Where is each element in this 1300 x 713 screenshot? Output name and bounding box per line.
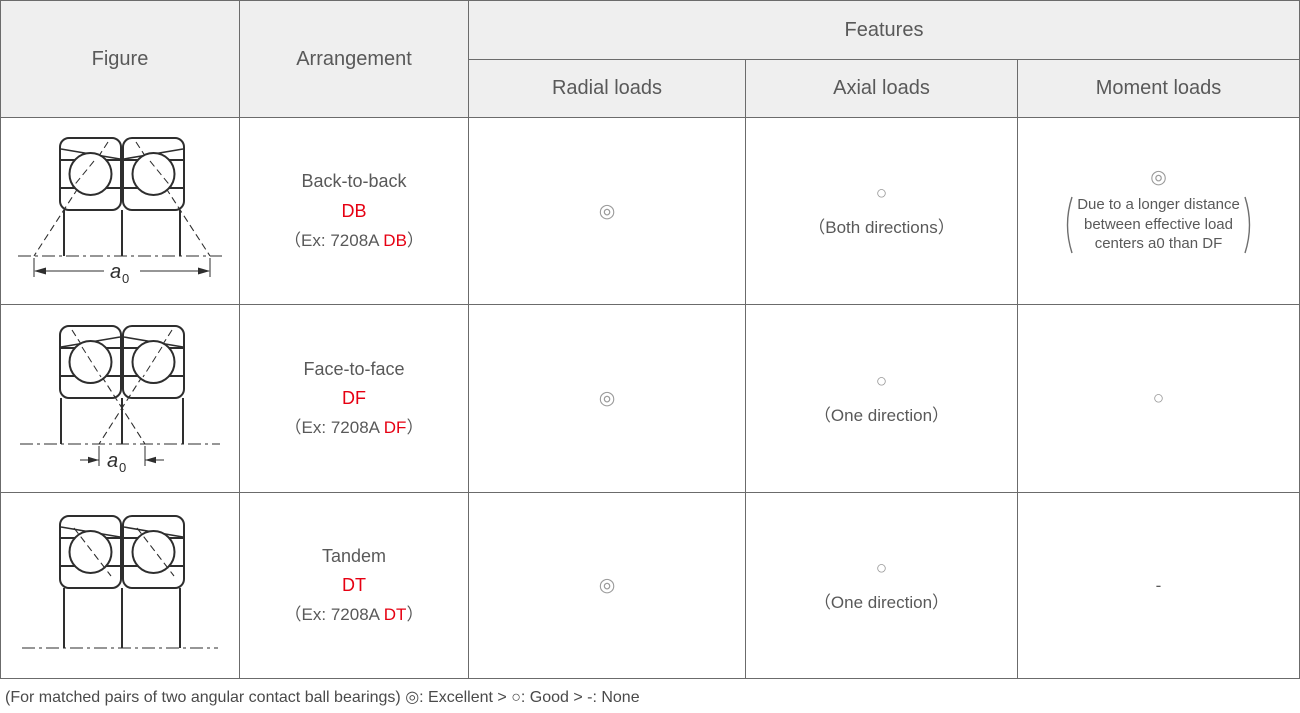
figure-cell-back-to-back: a 0	[1, 118, 239, 304]
column-header-radial-loads: Radial loads	[469, 60, 745, 117]
figure-cell-tandem	[1, 493, 239, 678]
column-header-features: Features	[469, 1, 1299, 59]
back-to-back-bearing-pair-diagram-icon: a 0	[18, 137, 222, 286]
axial-loads-cell-dt: ○ （One direction）	[746, 493, 1017, 678]
arrangement-cell-face-to-face: Face-to-face DF （Ex: 7208A DF）	[240, 305, 468, 492]
arrangement-example: （Ex: 7208A DT）	[285, 601, 424, 629]
arrangement-name: Back-to-back	[301, 171, 407, 192]
good-rating-icon: ○	[1152, 388, 1165, 409]
moment-note: Due to a longer distance between effecti…	[1061, 195, 1256, 255]
axial-direction-note: （Both directions）	[808, 218, 955, 237]
arrangement-example: （Ex: 7208A DB）	[284, 227, 424, 255]
example-suffix: ）	[406, 418, 424, 438]
column-header-arrangement: Arrangement	[240, 1, 468, 117]
column-header-axial-loads: Axial loads	[746, 60, 1017, 117]
a0-dimension-subscript: 0	[119, 460, 126, 475]
excellent-rating-icon: ◎	[598, 575, 616, 596]
a0-dimension-label: a	[110, 261, 121, 283]
example-prefix: （Ex: 7208A	[284, 605, 384, 625]
example-suffix: ）	[406, 230, 424, 250]
example-code: DB	[383, 230, 407, 250]
example-prefix: （Ex: 7208A	[284, 418, 384, 438]
arrangement-example: （Ex: 7208A DF）	[285, 414, 424, 442]
radial-loads-cell-db: ◎	[469, 118, 745, 304]
moment-loads-cell-dt: -	[1018, 493, 1299, 678]
excellent-rating-icon: ◎	[598, 200, 616, 222]
example-suffix: ）	[406, 605, 424, 625]
axial-loads-cell-db: ○ （Both directions）	[746, 118, 1017, 304]
good-rating-icon: ○	[875, 370, 888, 392]
arrangement-code: DB	[341, 200, 367, 221]
moment-note-line2: between effective load	[1083, 215, 1233, 233]
moment-loads-cell-db: ◎ Due to a longer distance between effec…	[1018, 118, 1299, 304]
figure-cell-face-to-face: a 0	[1, 305, 239, 492]
column-header-figure: Figure	[1, 1, 239, 117]
face-to-face-bearing-pair-diagram-icon: a 0	[20, 324, 220, 475]
arrangement-cell-back-to-back: Back-to-back DB （Ex: 7208A DB）	[240, 118, 468, 304]
right-big-paren-icon	[1244, 196, 1250, 253]
column-header-axial-label: Axial loads	[833, 77, 930, 99]
column-header-moment-label: Moment loads	[1095, 77, 1222, 99]
moment-note-line3: centers a0 than DF	[1094, 235, 1223, 253]
left-big-paren-icon	[1066, 196, 1073, 253]
arrangement-code: DF	[342, 388, 366, 409]
column-header-features-label: Features	[844, 18, 924, 41]
arrangement-code: DT	[342, 575, 366, 596]
radial-loads-cell-dt: ◎	[469, 493, 745, 678]
a0-dimension-label: a	[107, 450, 118, 472]
none-rating-dash: -	[1155, 575, 1162, 595]
column-header-radial-label: Radial loads	[551, 77, 663, 99]
moment-note-text: Due to a longer distance between effecti…	[1074, 195, 1243, 255]
excellent-rating-icon: ◎	[598, 388, 616, 409]
good-rating-icon: ○	[875, 183, 888, 204]
axial-direction-note: （One direction）	[813, 405, 950, 425]
example-prefix: （Ex: 7208A	[284, 230, 384, 250]
radial-loads-cell-df: ◎	[469, 305, 745, 492]
column-header-moment-loads: Moment loads	[1018, 60, 1299, 117]
arrangement-cell-tandem: Tandem DT （Ex: 7208A DT）	[240, 493, 468, 678]
a0-dimension-subscript: 0	[122, 271, 129, 286]
arrangement-name: Face-to-face	[303, 358, 405, 379]
arrangement-features-table: Figure Arrangement Features Radial loads…	[0, 0, 1300, 679]
column-header-figure-label: Figure	[91, 47, 149, 70]
column-header-arrangement-label: Arrangement	[296, 47, 412, 70]
moment-note-line1: Due to a longer distance	[1077, 195, 1240, 213]
axial-direction-note: （One direction）	[813, 592, 950, 612]
example-code: DF	[383, 418, 407, 438]
excellent-rating-icon: ◎	[1150, 166, 1167, 188]
example-code: DT	[383, 605, 407, 625]
arrangement-name: Tandem	[321, 545, 387, 566]
tandem-bearing-pair-diagram-icon	[22, 514, 218, 648]
table-footnote: (For matched pairs of two angular contac…	[5, 689, 640, 706]
good-rating-icon: ○	[875, 557, 888, 579]
axial-loads-cell-df: ○ （One direction）	[746, 305, 1017, 492]
moment-loads-cell-df: ○	[1018, 305, 1299, 492]
